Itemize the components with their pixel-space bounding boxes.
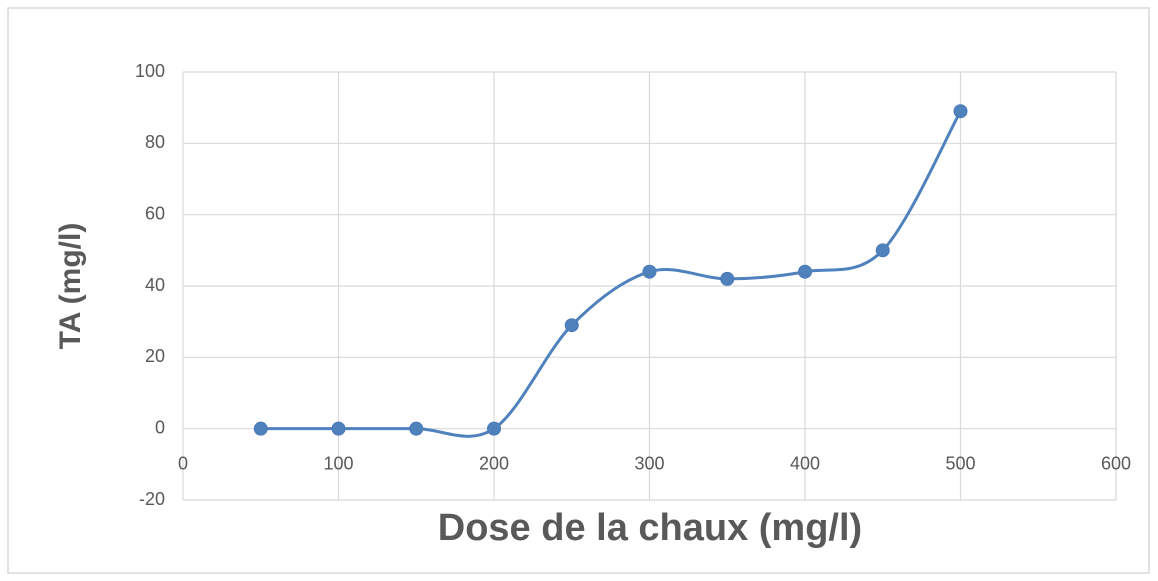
- y-tick-label: 100: [135, 61, 165, 81]
- y-tick-label: -20: [139, 489, 165, 509]
- data-point: [953, 104, 968, 119]
- y-tick-label: 60: [145, 203, 165, 223]
- data-point: [564, 318, 579, 333]
- x-tick-label: 500: [945, 453, 975, 473]
- x-tick-label: 600: [1101, 453, 1131, 473]
- x-tick-label: 100: [323, 453, 353, 473]
- chart-frame: [7, 7, 1150, 574]
- x-tick-label: 200: [479, 453, 509, 473]
- data-point: [798, 264, 812, 279]
- data-point: [875, 243, 890, 258]
- x-tick-label: 400: [790, 453, 820, 473]
- y-tick-label: 80: [145, 132, 165, 152]
- y-tick-label: 20: [145, 346, 165, 366]
- x-tick-label: 0: [178, 453, 188, 473]
- x-axis-title: Dose de la chaux (mg/l): [438, 507, 862, 549]
- y-tick-label: 0: [155, 417, 165, 437]
- data-point: [487, 421, 501, 436]
- series-line: [260, 110, 962, 438]
- data-point: [253, 421, 268, 436]
- y-axis-title: TA (mg/l): [54, 223, 87, 350]
- data-point: [331, 421, 346, 436]
- x-tick-label: 300: [634, 453, 664, 473]
- data-point: [720, 271, 735, 286]
- data-point: [642, 264, 657, 279]
- data-point: [409, 421, 424, 436]
- y-tick-label: 40: [145, 275, 165, 295]
